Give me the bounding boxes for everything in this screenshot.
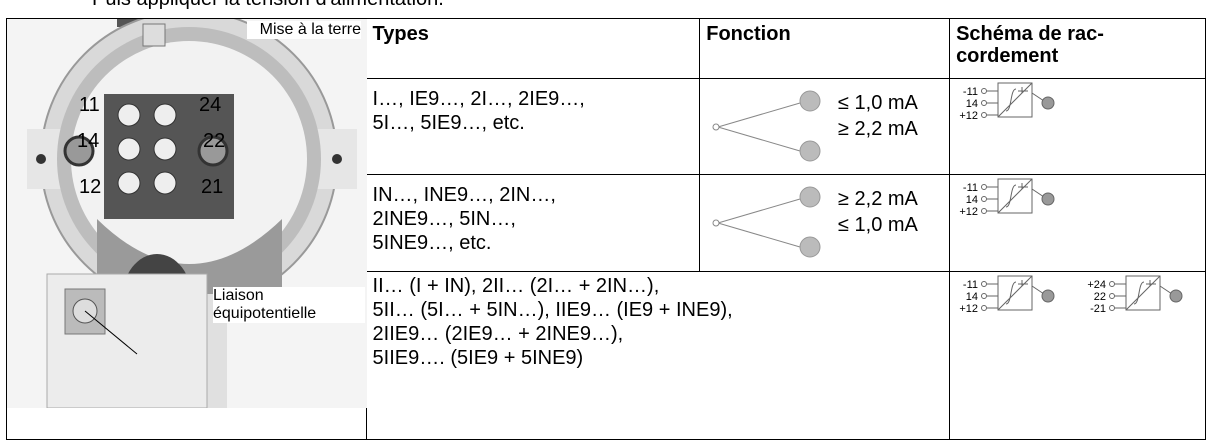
step (1005, 279, 1029, 305)
wire (718, 102, 801, 128)
indicator (1041, 96, 1055, 110)
diagonal (997, 82, 1033, 118)
types-cell: I…, IE9…, 2I…, 2IE9…, 5I…, 5IE9…, etc. (365, 78, 701, 176)
step (1005, 87, 1029, 112)
step (1133, 279, 1157, 305)
wire (1031, 92, 1045, 102)
types-cell: II… (I + IN), 2II… (2I… + 2IN…), 5II… (5… (365, 270, 951, 440)
device-drawing: 11 24 14 22 12 21 (7, 19, 367, 408)
terminal-dot (981, 88, 988, 95)
earth-label: Mise à la terre (247, 21, 361, 39)
header-cell: Schéma de rac-cordement (949, 17, 1206, 80)
function-cell: ≥ 2,2 mA ≤ 1,0 mA (699, 174, 951, 272)
types-cell: IN…, INE9…, 2IN…, 2INE9…, 5IN…, 5INE9…, … (365, 174, 701, 272)
indicator (1169, 289, 1183, 303)
terminal-label: 14 (77, 130, 99, 152)
node (712, 219, 720, 227)
schema-cell: -11 14 +12 (949, 174, 1206, 272)
wire (1031, 188, 1045, 198)
terminal-label: 22 (203, 130, 225, 152)
schema-terminal: 22 (1094, 291, 1106, 303)
terminal-label: 12 (79, 176, 101, 198)
schema-cell: -11 14 +12 (949, 78, 1206, 176)
schema-cell: -11 14 +12 +24 22 -21 (949, 270, 1206, 440)
diagonal (997, 179, 1033, 214)
diagonal (1125, 275, 1161, 310)
state (799, 90, 821, 112)
schema-terminal: -11 (963, 279, 978, 291)
terminal-dot (981, 112, 988, 119)
diagonal (997, 275, 1033, 310)
wire (718, 126, 801, 152)
state (799, 236, 821, 258)
terminal-label: 21 (201, 176, 223, 198)
function-label: ≤ 1,0 mA (838, 214, 919, 236)
terminal-dot (1109, 304, 1116, 311)
header-cell: Types (365, 17, 701, 80)
terminal-dot (981, 280, 988, 287)
function-cell: ≤ 1,0 mA ≥ 2,2 mA (699, 78, 951, 176)
schema-terminal: -11 (963, 182, 978, 194)
state (799, 140, 821, 162)
terminal-label: 24 (199, 94, 221, 116)
function-label: ≥ 2,2 mA (838, 188, 919, 210)
function-label: ≥ 2,2 mA (838, 118, 919, 140)
page: Puis appliquer la tension d'alimentation… (6, 0, 1206, 440)
node (712, 123, 720, 131)
step (1005, 183, 1029, 208)
schema-terminal: 14 (966, 194, 978, 206)
schema-terminal: +12 (959, 206, 978, 218)
wire (718, 198, 801, 224)
schema-terminal: +12 (959, 303, 978, 315)
state (799, 186, 821, 208)
image-cell: 11 24 14 22 12 21 Mise à la terre Liaiso… (6, 18, 367, 440)
terminal-dot (981, 208, 988, 215)
function-symbol: ≤ 1,0 mA ≥ 2,2 mA (712, 90, 919, 162)
indicator (1041, 192, 1055, 206)
bonding-label: Liaison équipotentielle (213, 287, 365, 323)
terminal-dot (981, 304, 988, 311)
header-cell: Fonction (699, 17, 951, 80)
terminal-dot (981, 292, 988, 299)
schema-terminal: -21 (1090, 303, 1106, 315)
wire (718, 222, 801, 248)
table: 11 24 14 22 12 21 Mise à la terre Liaiso… (6, 17, 1206, 440)
function-label: ≤ 1,0 mA (838, 92, 919, 114)
terminal-dot (1109, 292, 1116, 299)
terminal-dot (1109, 280, 1116, 287)
schema-terminal: 14 (966, 98, 978, 110)
schema-terminal: -11 (963, 86, 978, 98)
schema-terminal: +12 (959, 110, 978, 122)
wire (1031, 285, 1045, 294)
schema-terminal: 14 (966, 291, 978, 303)
header-text: Schéma de rac-cordement (956, 23, 1104, 67)
terminal-label: 11 (79, 94, 100, 116)
terminal-dot (981, 196, 988, 203)
terminal-dot (981, 100, 988, 107)
function-symbol: ≥ 2,2 mA ≤ 1,0 mA (712, 186, 919, 258)
indicator (1041, 289, 1055, 303)
intro: Puis appliquer la tension d'alimentation… (92, 0, 444, 11)
terminal-dot (981, 184, 988, 191)
schema-terminal: +24 (1087, 279, 1106, 291)
wire (1159, 285, 1173, 294)
